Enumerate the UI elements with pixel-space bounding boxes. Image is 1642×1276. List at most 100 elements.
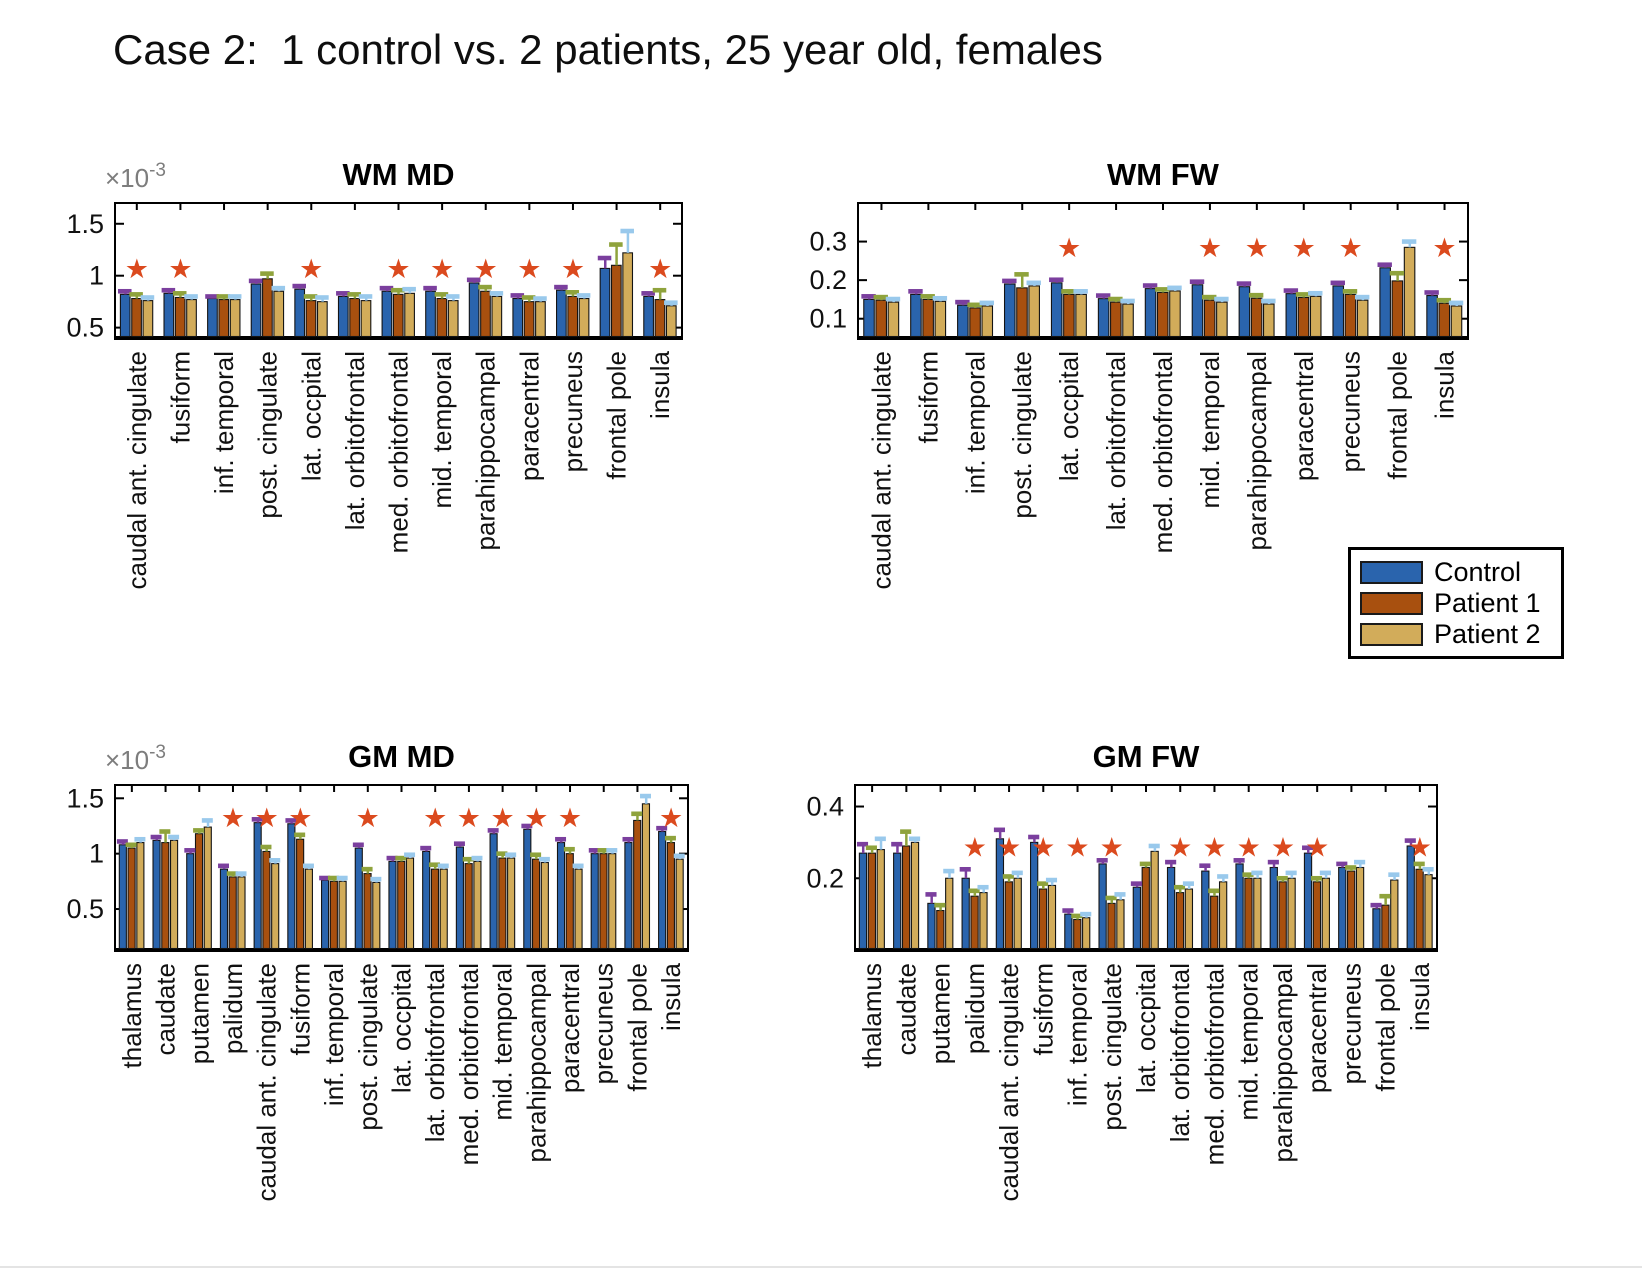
bar-control <box>957 304 969 338</box>
bar-control <box>388 860 397 950</box>
y-tick-label: 1.5 <box>66 209 104 239</box>
bar-patient-2 <box>1218 881 1228 950</box>
bar-patient-2 <box>979 892 988 950</box>
error-cap <box>631 811 643 817</box>
x-tick-label: caudal ant. cingulate <box>252 963 282 1202</box>
bar-patient-1 <box>1073 918 1082 950</box>
bar-patient-2 <box>1287 877 1296 950</box>
bar-control <box>1235 863 1244 950</box>
bar-control <box>1332 285 1345 338</box>
error-cap <box>117 288 132 294</box>
error-cap <box>434 292 449 297</box>
bar-patient-2 <box>507 857 516 950</box>
legend-label: Control <box>1434 557 1522 587</box>
error-cap <box>510 293 525 298</box>
error-cap <box>900 829 912 834</box>
bar-patient-1 <box>228 876 237 950</box>
bar-patient-2 <box>304 868 313 950</box>
bar-patient-2 <box>404 292 415 338</box>
error-cap <box>1448 300 1464 306</box>
x-tick-label: fusiform <box>1028 963 1058 1055</box>
bar-patient-1 <box>1347 870 1356 950</box>
y-tick-label: 1.5 <box>66 783 104 813</box>
legend-swatch <box>1360 592 1423 615</box>
bar-patient-2 <box>876 849 885 950</box>
error-cap <box>856 841 869 847</box>
bar-patient-2 <box>316 301 328 338</box>
x-tick-label: frontal pole <box>1371 963 1401 1092</box>
significance-star: ★ <box>356 803 380 834</box>
axis-scale-label: ×10-3 <box>105 160 166 193</box>
x-tick-label: precuneus <box>1336 963 1366 1084</box>
bar-control <box>468 282 480 338</box>
error-cap <box>251 817 263 822</box>
chart-panel-wm-md: WM MD ×10-3 0.5 1 1.5 caudal ant. cingulate fu… <box>55 135 715 700</box>
error-cap <box>336 875 348 881</box>
x-tick-label: inf. temporal <box>1063 963 1093 1106</box>
x-tick-label: palidum <box>218 963 248 1054</box>
x-tick-label: lat. orbitofrontal <box>340 351 370 530</box>
error-cap <box>1330 280 1345 286</box>
error-cap <box>352 842 364 848</box>
error-cap <box>404 852 416 858</box>
bar-patient-1 <box>436 297 448 338</box>
x-tick-label: lat. orbitofrontal <box>1165 963 1195 1142</box>
error-cap <box>1182 881 1194 886</box>
bar-patient-2 <box>578 297 590 338</box>
error-cap <box>967 302 982 308</box>
error-cap <box>576 293 591 298</box>
error-cap <box>1302 845 1314 851</box>
bar-control <box>1238 286 1251 338</box>
error-cap <box>1404 838 1416 843</box>
error-cap <box>140 295 155 300</box>
error-cap <box>1401 239 1417 244</box>
bar-control <box>1426 295 1438 338</box>
bar-patient-1 <box>610 264 622 338</box>
bar-patient-2 <box>887 301 900 338</box>
error-cap <box>932 295 948 301</box>
error-cap <box>622 836 634 842</box>
error-cap <box>1073 289 1088 294</box>
bar-patient-2 <box>934 300 947 338</box>
error-cap <box>1285 870 1297 876</box>
error-cap <box>1139 861 1151 867</box>
bar-control <box>858 852 868 950</box>
bar-patient-2 <box>360 300 372 338</box>
significance-star: ★ <box>1168 833 1192 864</box>
x-tick-label: med. orbitofrontal <box>1199 963 1229 1165</box>
error-cap <box>1336 861 1348 867</box>
legend-item: Patient 1 <box>1360 588 1552 619</box>
error-cap <box>865 845 877 851</box>
x-tick-label: thalamus <box>857 963 887 1069</box>
error-cap <box>1319 870 1331 876</box>
x-tick-label: mid. temporal <box>1234 963 1264 1121</box>
bar-patient-2 <box>1013 877 1022 950</box>
bar-patient-2 <box>1028 285 1040 338</box>
error-cap <box>606 848 618 853</box>
error-cap <box>216 294 231 299</box>
bar-patient-2 <box>535 301 546 338</box>
chart-panel-gm-fw: GM FW 0.2 0.4 thalamus caudate putamen palidum… <box>795 715 1495 1275</box>
legend-label: Patient 1 <box>1434 588 1541 618</box>
error-cap <box>1217 874 1229 879</box>
error-cap <box>1214 296 1229 302</box>
error-cap <box>620 228 634 234</box>
error-cap <box>347 292 361 297</box>
error-cap <box>1114 892 1126 897</box>
legend-swatch <box>1360 623 1423 646</box>
bar-patient-2 <box>945 877 954 950</box>
legend: Control Patient 1 Patient 2 <box>1348 547 1564 659</box>
error-cap <box>125 842 137 848</box>
error-cap <box>1308 290 1323 296</box>
bar-patient-1 <box>296 838 305 950</box>
error-cap <box>1342 289 1358 294</box>
error-cap <box>664 835 676 841</box>
bar-patient-2 <box>1184 888 1194 950</box>
error-cap <box>1167 285 1182 291</box>
x-tick-label: med. orbitofrontal <box>384 351 414 553</box>
bar-patient-1 <box>174 296 186 338</box>
x-tick-label: caudal ant. cingulate <box>866 351 896 590</box>
bar-patient-2 <box>1253 877 1262 950</box>
error-cap <box>1011 870 1023 876</box>
bar-control <box>590 853 599 950</box>
